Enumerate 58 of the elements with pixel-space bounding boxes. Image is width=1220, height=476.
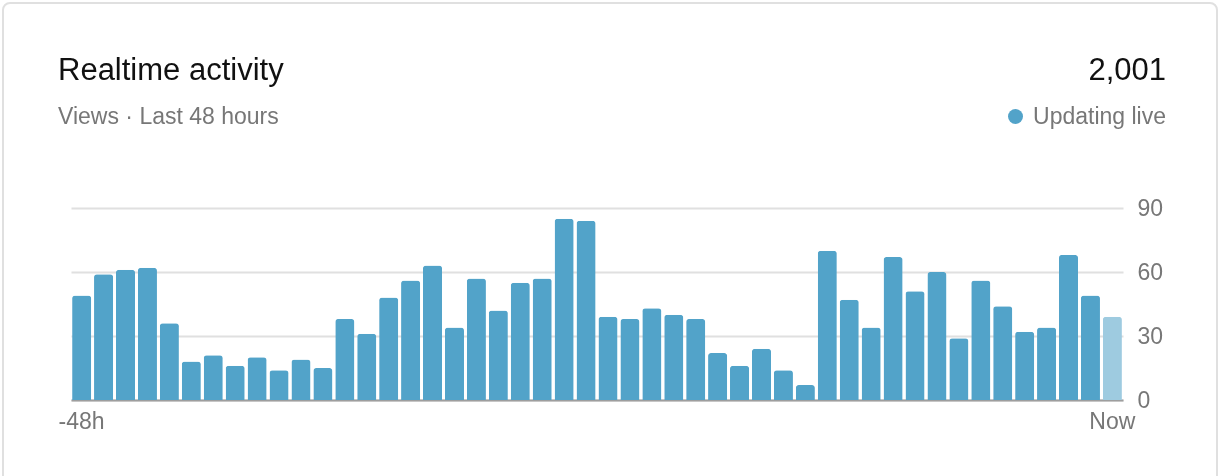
bar <box>993 306 1013 400</box>
y-tick-label: 0 <box>1137 386 1151 413</box>
y-tick-label: 30 <box>1137 322 1164 349</box>
bar <box>115 269 136 400</box>
bar <box>686 318 706 400</box>
x-tick-label: Now <box>1089 407 1136 434</box>
bar <box>466 278 486 400</box>
bar <box>137 267 157 400</box>
bar <box>247 357 267 400</box>
x-tick-label: -48h <box>58 407 105 434</box>
bar <box>839 299 859 400</box>
bar <box>642 308 662 400</box>
text: 2,001 <box>1088 52 1166 88</box>
bar <box>817 250 837 400</box>
bar <box>576 220 596 400</box>
bar <box>379 297 399 400</box>
bar <box>401 280 421 400</box>
bar <box>357 333 377 400</box>
bar <box>444 327 464 400</box>
bar <box>532 278 552 400</box>
bar <box>159 323 179 400</box>
bar <box>488 310 508 400</box>
bar <box>72 295 92 400</box>
bar <box>773 370 793 400</box>
y-tick-label: 60 <box>1137 258 1164 285</box>
bar <box>905 291 925 400</box>
bar <box>335 318 355 400</box>
bar <box>313 368 333 400</box>
bar <box>861 327 881 400</box>
bar <box>751 348 772 400</box>
bar <box>1037 327 1057 400</box>
bar <box>1015 331 1035 400</box>
bar <box>510 282 530 400</box>
bar <box>1080 295 1100 400</box>
bar <box>1058 254 1079 400</box>
bar <box>971 280 991 400</box>
chart-subtitle: Views · Last 48 hours <box>58 103 279 130</box>
text: Updating live <box>1033 103 1166 130</box>
bar <box>620 318 640 400</box>
bar <box>949 338 969 400</box>
bar <box>203 355 223 400</box>
bar <box>708 353 728 400</box>
bar <box>1102 316 1122 400</box>
bar <box>225 365 245 400</box>
bar <box>94 274 114 400</box>
bar <box>664 314 684 400</box>
bar <box>927 272 947 400</box>
bar <box>795 385 815 400</box>
bar <box>883 257 903 400</box>
bar <box>730 365 750 400</box>
bar <box>181 361 201 400</box>
bar <box>598 316 618 400</box>
bar <box>291 359 311 400</box>
y-tick-label: 90 <box>1137 194 1164 221</box>
bar <box>269 370 289 400</box>
bar <box>554 218 574 400</box>
bar <box>422 265 443 400</box>
chart-title: Realtime activity <box>58 52 284 88</box>
